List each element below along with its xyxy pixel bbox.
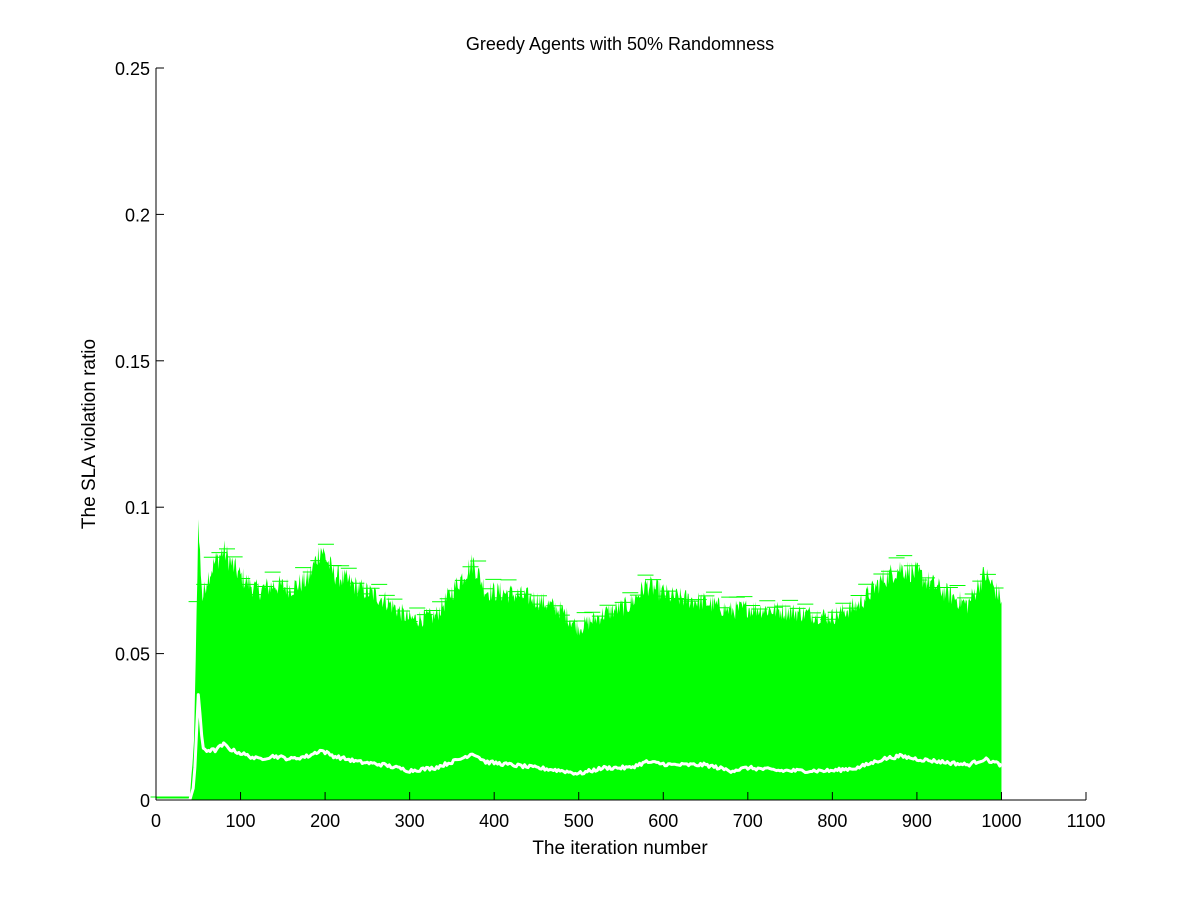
x-tick-label: 800 — [817, 811, 847, 831]
x-tick-label: 300 — [395, 811, 425, 831]
x-tick-label: 200 — [310, 811, 340, 831]
x-tick-label: 0 — [151, 811, 161, 831]
y-tick-label: 0.25 — [115, 59, 150, 79]
y-tick-label: 0.05 — [115, 645, 150, 665]
x-axis-title: The iteration number — [532, 838, 708, 859]
y-tick-label: 0.1 — [125, 498, 150, 518]
y-tick-label: 0 — [140, 791, 150, 811]
x-tick-label: 500 — [564, 811, 594, 831]
x-tick-label: 100 — [226, 811, 256, 831]
x-tick-label: 1100 — [1067, 811, 1106, 831]
x-tick-label: 1000 — [981, 811, 1021, 831]
y-tick-label: 0.15 — [115, 352, 150, 372]
plot-area — [150, 519, 1004, 802]
errorbar-band — [156, 519, 1002, 800]
mean-line — [156, 693, 1003, 802]
x-tick-label: 900 — [902, 811, 932, 831]
x-tick-label: 600 — [648, 811, 678, 831]
chart-title: Greedy Agents with 50% Randomness — [466, 34, 774, 54]
x-tick-label: 400 — [479, 811, 509, 831]
x-tick-label: 700 — [733, 811, 763, 831]
axes: 0 100 200 300 400 500 600 700 800 900 1000 1100 0 0.0… — [115, 59, 1105, 831]
y-tick-label: 0.2 — [125, 205, 150, 225]
y-axis-title: The SLA violation ratio — [79, 339, 100, 529]
